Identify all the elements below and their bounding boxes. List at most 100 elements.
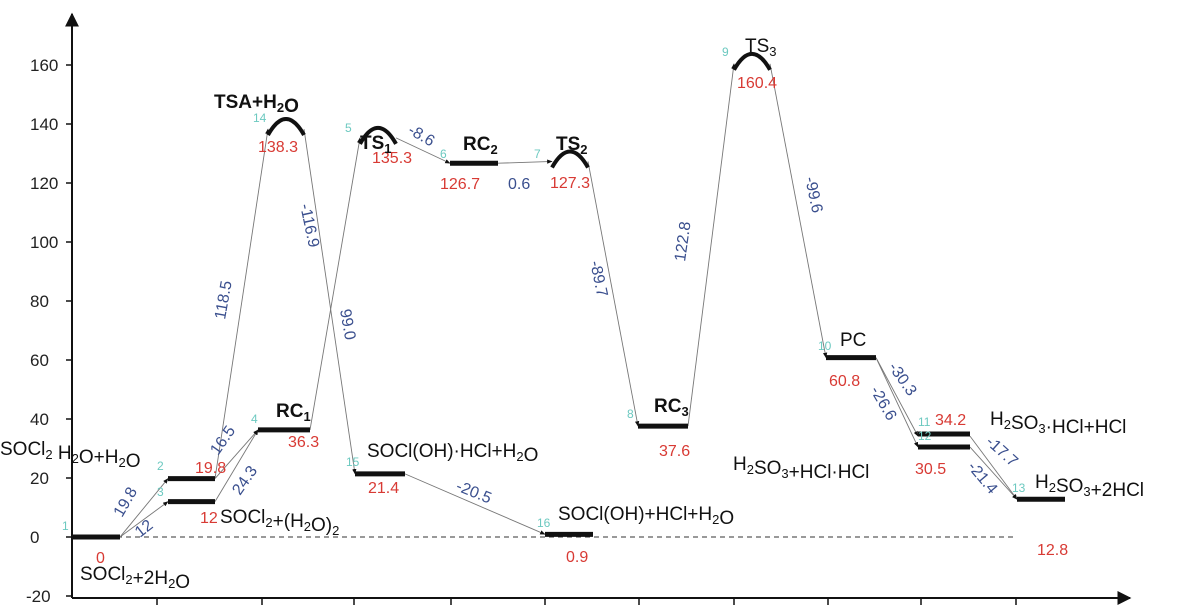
state-name-label: H2SO3+2HCl (1035, 472, 1144, 501)
transition-delta-label: -26.6 (867, 384, 900, 424)
y-tick-label: 40 (30, 410, 49, 429)
state-energy-value: 160.4 (737, 75, 777, 92)
state-step-number: 2 (157, 459, 164, 473)
y-tick-label: -20 (26, 587, 51, 606)
state-name-label: H2SO3·HCl+HCl (990, 409, 1126, 438)
transition-line (687, 63, 736, 427)
transition-line (214, 429, 259, 479)
y-tick-label: 100 (30, 233, 58, 252)
state-energy-value: 135.3 (372, 150, 412, 167)
transition-delta-label: 99.0 (336, 308, 358, 342)
transition-line (404, 473, 546, 535)
ts-arc (550, 149, 590, 169)
transition-delta-label: 122.8 (672, 220, 694, 262)
y-tick-label: 20 (30, 469, 49, 488)
state-step-number: 3 (157, 485, 164, 499)
transition-line (969, 435, 1018, 500)
state-energy-value: 12.8 (1037, 542, 1068, 559)
state-name-label: SOCl(OH)·HCl+H2O (367, 441, 538, 466)
transition-delta-label: -17.7 (982, 433, 1021, 470)
state-name-label: H2SO3+HCl·HCl (733, 454, 869, 483)
transition-line (875, 357, 919, 437)
state-levels (72, 51, 1065, 540)
state-name-label: TS3 (745, 36, 777, 59)
state-step-number: 8 (627, 407, 634, 421)
state-energy-value: 34.2 (935, 412, 966, 429)
state-step-number: 4 (251, 412, 258, 426)
state-energy-value: 0.9 (566, 549, 588, 566)
state-energy-value: 0 (96, 550, 105, 567)
transition-line (497, 159, 553, 164)
chart-texts: 0 1 SOCl2+2H2O 19.8 2 SOCl2 H2O+H2O 12 3 SOCl2+(… (0, 36, 1144, 593)
transition-delta-label: 16.5 (207, 423, 239, 458)
y-tick-label: 60 (30, 351, 49, 370)
state-energy-value: 21.4 (368, 480, 399, 497)
transition-delta-label: -116.9 (296, 202, 322, 249)
state-name-label: TS1 (360, 133, 392, 156)
transition-delta-label: 118.5 (212, 279, 236, 320)
transition-line (395, 137, 451, 164)
state-step-number: 11 (918, 415, 931, 429)
state-energy-value: 37.6 (659, 443, 690, 460)
state-name-label: RC1 (276, 401, 311, 424)
state-step-number: 16 (537, 516, 551, 530)
transition-delta-label: 0.6 (508, 176, 530, 193)
state-step-number: 12 (918, 429, 932, 443)
transition-line (969, 446, 1018, 500)
x-ticks (156, 598, 1017, 605)
state-energy-value: 30.5 (915, 461, 946, 478)
ts-arc (732, 51, 772, 71)
transition-delta-label: -89.7 (586, 259, 610, 298)
y-tick-label: 140 (30, 115, 58, 134)
state-name-label: SOCl2+(H2O)2 (220, 507, 339, 538)
y-ticks: -20 0 20 40 60 80 100 120 140 160 (26, 56, 72, 606)
state-name-label: RC3 (654, 396, 689, 419)
state-name-label: PC (840, 330, 866, 351)
state-name-label: RC2 (463, 134, 498, 157)
transition-delta-label: 24.3 (229, 463, 261, 498)
state-step-number: 6 (440, 147, 447, 161)
transition-delta-label: -20.5 (454, 478, 494, 507)
transition-delta-label: -21.4 (964, 459, 1001, 498)
transition-line (587, 161, 640, 427)
state-step-number: 9 (722, 45, 729, 59)
transition-line (119, 501, 169, 538)
state-name-label: SOCl(OH)+HCl+H2O (558, 504, 734, 529)
transition-delta-label: -99.6 (801, 175, 825, 214)
state-name-label: SOCl2 H2O+H2O (0, 439, 141, 472)
transition-line (769, 63, 828, 359)
ts-arc (266, 117, 306, 137)
state-step-number: 14 (253, 111, 267, 125)
transition-delta-label: 19.8 (111, 484, 141, 520)
transition-delta-label: -8.6 (405, 122, 437, 151)
transition-delta-label: -30.3 (885, 360, 920, 400)
state-name-label: TS2 (556, 134, 588, 157)
y-tick-label: 160 (30, 56, 58, 75)
transition-line (214, 128, 270, 479)
transition-lines (119, 63, 1018, 538)
state-energy-value: 127.3 (550, 175, 590, 192)
state-energy-value: 19.8 (195, 460, 226, 477)
state-energy-value: 12 (200, 510, 218, 527)
state-energy-value: 126.7 (440, 176, 480, 193)
ts-arc (358, 125, 398, 145)
transition-line (309, 137, 362, 430)
state-name-label: TSA+H2O (214, 92, 299, 117)
state-step-number: 13 (1012, 481, 1026, 495)
state-step-number: 5 (345, 121, 352, 135)
state-name-label: SOCl2+2H2O (80, 564, 190, 593)
state-energy-value: 60.8 (829, 373, 860, 390)
y-tick-label: 120 (30, 174, 58, 193)
transition-line (875, 357, 919, 448)
y-tick-label: 80 (30, 292, 49, 311)
state-step-number: 7 (534, 147, 541, 161)
y-tick-label: 0 (30, 528, 39, 547)
state-step-number: 1 (62, 519, 69, 533)
transition-line (214, 429, 259, 502)
transition-line (303, 128, 357, 475)
state-energy-value: 36.3 (288, 434, 319, 451)
state-step-number: 10 (818, 339, 832, 353)
state-step-number: 15 (346, 455, 360, 469)
